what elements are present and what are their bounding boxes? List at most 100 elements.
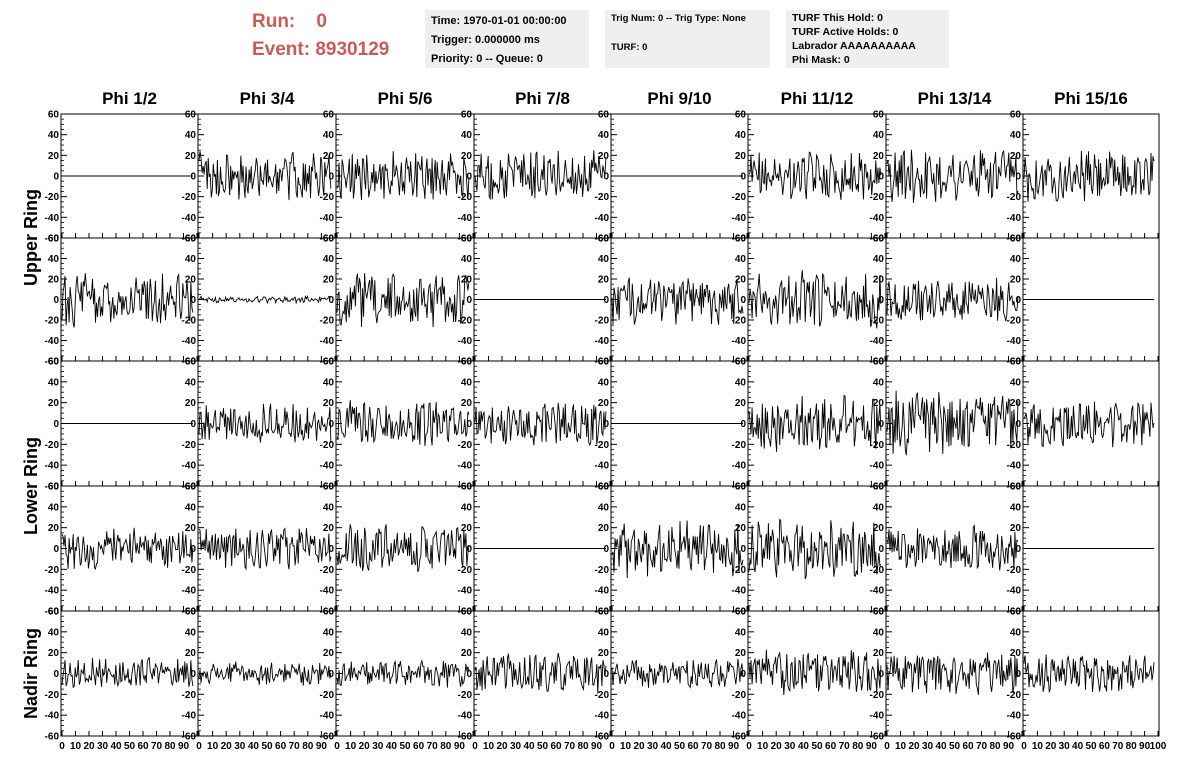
x-tick-label: 40 [248,741,260,752]
y-tick-label: 40 [598,130,610,141]
y-tick-label: -60 [595,732,610,743]
y-tick-label: 60 [873,234,885,245]
x-tick-label: 40 [523,741,535,752]
y-tick-label: -40 [595,586,610,597]
y-tick-label: 40 [735,627,747,638]
waveform-panel: 60 40 20 0 -20 -40 -60 [458,234,612,368]
y-tick-label: -40 [595,711,610,722]
y-tick-label: 60 [598,110,610,121]
y-tick-label: 0 [466,669,472,680]
x-tick-label: 50 [811,741,823,752]
y-tick-label: -60 [45,482,60,493]
x-tick-label: 0 [196,741,202,752]
waveform-panel: 60 40 20 0 -20 -40 -60 [458,482,612,618]
waveform-trace [198,661,332,686]
waveform-panel: 60 40 20 0 -20 -40 -60 [595,234,749,368]
y-tick-label: -20 [732,690,747,701]
y-tick-label: -40 [45,336,60,347]
x-tick-label: 10 [757,741,769,752]
y-tick-label: -20 [458,565,473,576]
y-tick-label: 40 [735,254,747,265]
waveform-panel: 60 40 20 0 -20 -40 -60 [732,234,887,368]
y-tick-label: 60 [735,234,747,245]
waveform-trace [611,658,744,689]
waveform-panel: 60 40 20 0 -20 -40 -60 [458,357,612,493]
x-tick-label: 0 [746,741,752,752]
waveform-panel: 60 40 20 0 -20 -40 -60 [320,482,475,618]
x-tick-label: 10 [895,741,907,752]
y-tick-label: 0 [328,544,334,555]
x-tick-label: 60 [413,741,425,752]
y-tick-label: -40 [870,461,885,472]
y-tick-label: 20 [873,151,885,162]
time-text: Time: 1970-01-01 00:00:00 [431,15,567,27]
y-tick-label: -60 [45,357,60,368]
phi-column-title: Phi 13/14 [918,89,992,108]
y-tick-label: 0 [603,544,609,555]
y-tick-label: -20 [45,192,60,203]
y-tick-label: -60 [595,482,610,493]
x-tick-label: 80 [302,741,314,752]
waveform-trace [886,149,1019,203]
x-tick-label: 40 [110,741,122,752]
y-tick-label: 40 [598,254,610,265]
y-tick-label: 60 [48,110,60,121]
y-tick-label: -20 [182,316,197,327]
y-tick-label: -60 [45,732,60,743]
waveform-panel: 60 40 20 0 -20 -40 -60 [320,234,475,368]
x-tick-label: 70 [564,741,576,752]
x-tick-label: 0 [334,741,340,752]
x-tick-label: 60 [825,741,837,752]
y-tick-label: 60 [873,110,885,121]
x-tick-label: 40 [935,741,947,752]
y-tick-label: 20 [461,648,473,659]
waveform-trace [198,403,332,444]
x-tick-label: 40 [1072,741,1084,752]
y-tick-label: -20 [45,690,60,701]
y-tick-label: 60 [1010,482,1022,493]
waveform-trace [474,402,607,447]
panel-frame [885,360,1024,487]
y-tick-label: -40 [458,711,473,722]
y-tick-label: 60 [873,482,885,493]
y-tick-label: -20 [182,192,197,203]
y-tick-label: 40 [735,130,747,141]
y-tick-label: 60 [185,234,197,245]
x-tick-label: 50 [261,741,273,752]
y-tick-label: -60 [1007,732,1022,743]
x-tick-label: 0 [472,741,478,752]
waveform-panel: 60 40 20 0 -20 -40 -60 [732,357,887,493]
y-tick-label: 60 [598,357,610,368]
x-tick-label: 20 [633,741,645,752]
y-tick-label: -20 [870,316,885,327]
y-tick-label: 0 [603,172,609,183]
x-tick-label: 80 [577,741,589,752]
y-tick-label: 0 [190,172,196,183]
y-tick-label: 0 [1015,669,1021,680]
x-tick-label: 10 [1032,741,1044,752]
y-tick-label: 60 [1010,607,1022,618]
y-tick-label: -40 [732,461,747,472]
waveform-panel: 60 40 20 0 -20 -40 -60 [45,482,199,618]
waveform-trace [748,270,882,329]
y-tick-label: -40 [320,586,335,597]
x-tick-label: 30 [372,741,384,752]
y-tick-label: 0 [466,295,472,306]
waveform-panel: 60 40 20 0 -20 -40 -60 [45,234,199,368]
y-tick-label: -40 [45,461,60,472]
y-tick-label: -20 [595,565,610,576]
y-tick-label: -60 [458,357,473,368]
waveform-trace [611,277,744,325]
y-tick-label: 20 [735,398,747,409]
y-tick-label: 20 [323,398,335,409]
trig-num-text: Trig Num: 0 -- Trig Type: None [611,13,746,24]
y-tick-label: -60 [458,234,473,245]
y-tick-label: -60 [458,732,473,743]
x-tick-label: 70 [151,741,163,752]
y-tick-label: 0 [603,669,609,680]
y-tick-label: -20 [595,690,610,701]
y-tick-label: 0 [740,295,746,306]
y-tick-label: 40 [185,130,197,141]
y-tick-label: 20 [1010,151,1022,162]
y-tick-label: 20 [461,523,473,534]
